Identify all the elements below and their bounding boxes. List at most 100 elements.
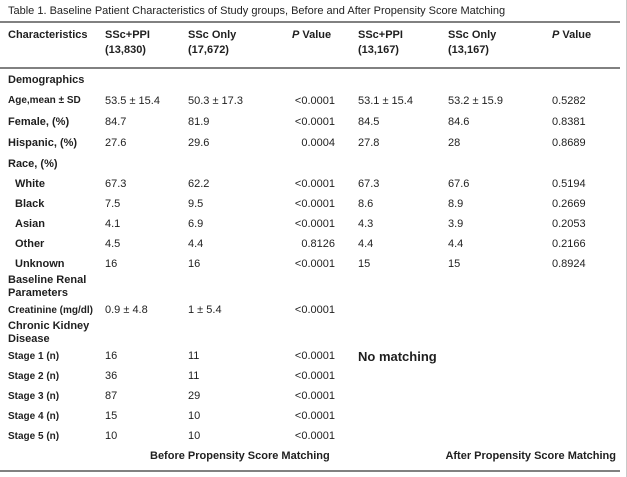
p-italic: P (292, 29, 300, 41)
column-header-ssc-only-after: SSc Only (13,167) (448, 28, 552, 58)
cell-value: 4.1 (105, 218, 121, 230)
column-header-line2: (13,167) (448, 44, 489, 56)
cell-value: 15 (105, 410, 118, 422)
cell-value: 87 (105, 390, 118, 402)
column-header-ssc-ppi-after: SSc+PPI (13,167) (358, 28, 448, 58)
cell-value: <0.0001 (294, 115, 335, 128)
cell-value: 4.4 (188, 238, 204, 250)
row-label: Stage 4 (n) (8, 410, 60, 422)
cell-value: 7.5 (105, 198, 121, 210)
table-row-black: Black 7.5 9.5 <0.0001 8.6 8.9 0.2669 (0, 194, 626, 214)
cell-value: <0.0001 (294, 390, 335, 402)
cell-value: 6.9 (188, 218, 204, 230)
cell-value: <0.0001 (294, 258, 335, 270)
table-row-stage3: Stage 3 (n) 87 29 <0.0001 (0, 386, 626, 406)
table-row-stage5: Stage 5 (n) 10 10 <0.0001 (0, 426, 626, 446)
column-header-line2: (13,167) (358, 44, 399, 56)
row-label: Female, (%) (8, 115, 70, 128)
footer-after-label: After Propensity Score Matching (445, 450, 616, 462)
p-italic: P (552, 29, 560, 41)
cell-value: 67.6 (448, 178, 470, 190)
cell-value: <0.0001 (294, 304, 335, 316)
row-label: Stage 3 (n) (8, 390, 60, 402)
row-label: White (15, 178, 45, 190)
row-label: Asian (15, 218, 45, 230)
section-row-demographics: Demographics (0, 69, 626, 90)
table-row-creatinine: Creatinine (mg/dl) 0.9 ± 4.8 1 ± 5.4 <0.… (0, 300, 626, 320)
row-label: Stage 5 (n) (8, 430, 60, 442)
table-row-age: Age,mean ± SD 53.5 ± 15.4 50.3 ± 17.3 <0… (0, 90, 626, 111)
table-row-unknown: Unknown 16 16 <0.0001 15 15 0.8924 (0, 254, 626, 274)
cell-value: 10 (188, 410, 201, 422)
p-label: Value (299, 29, 332, 41)
cell-value: <0.0001 (294, 218, 335, 230)
column-header-line1: SSc+PPI (358, 29, 403, 41)
cell-value: 62.2 (188, 178, 210, 190)
row-label: Unknown (15, 258, 65, 270)
cell-value: <0.0001 (294, 430, 335, 442)
table-row-hispanic: Hispanic, (%) 27.6 29.6 0.0004 27.8 28 0… (0, 132, 626, 153)
cell-value: <0.0001 (294, 198, 335, 210)
cell-value: 0.8924 (552, 258, 586, 270)
cell-value: No matching (358, 349, 448, 364)
table-row-asian: Asian 4.1 6.9 <0.0001 4.3 3.9 0.2053 (0, 214, 626, 234)
cell-value: 84.6 (448, 115, 470, 128)
cell-value: <0.0001 (294, 178, 335, 190)
cell-value: 8.6 (358, 198, 374, 210)
section-row-chronic-kidney: Chronic Kidney Disease (0, 320, 626, 346)
cell-value: 28 (448, 136, 461, 149)
table-row-white: White 67.3 62.2 <0.0001 67.3 67.6 0.5194 (0, 174, 626, 194)
cell-value: 84.7 (105, 115, 127, 128)
cell-value: 0.2669 (552, 198, 586, 210)
row-label: Stage 2 (n) (8, 370, 60, 382)
cell-value: 67.3 (358, 178, 380, 190)
cell-value: <0.0001 (294, 94, 335, 107)
cell-value: 50.3 ± 17.3 (188, 94, 243, 107)
cell-value: 8.9 (448, 198, 464, 210)
cell-value: 67.3 (105, 178, 127, 190)
column-header-line2: (17,672) (188, 44, 229, 56)
table-row-stage2: Stage 2 (n) 36 11 <0.0001 (0, 366, 626, 386)
cell-value: 15 (448, 258, 461, 270)
table-header-row: Characteristics SSc+PPI (13,830) SSc Onl… (0, 23, 626, 67)
table-row-female: Female, (%) 84.7 81.9 <0.0001 84.5 84.6 … (0, 111, 626, 132)
column-header-line1: SSc+PPI (105, 29, 150, 41)
column-header-pvalue-after: P Value (552, 28, 620, 43)
cell-value: 16 (105, 258, 118, 270)
cell-value: 0.5194 (552, 178, 586, 190)
cell-value: 4.3 (358, 218, 374, 230)
row-label: Age,mean ± SD (8, 95, 81, 106)
cell-value: 0.2053 (552, 218, 586, 230)
cell-value: 0.0004 (301, 136, 335, 149)
title-divider (0, 21, 620, 23)
cell-value: <0.0001 (294, 410, 335, 422)
row-label: Hispanic, (%) (8, 136, 78, 149)
cell-value: 29 (188, 390, 201, 402)
section-row-baseline-renal: Baseline Renal Parameters (0, 274, 626, 300)
p-label: Value (559, 29, 592, 41)
row-label: Other (15, 238, 45, 250)
footer-row: Before Propensity Score Matching After P… (0, 446, 626, 470)
column-header-line1: SSc Only (448, 29, 497, 41)
header-divider (0, 67, 620, 69)
cell-value: 53.5 ± 15.4 (105, 94, 160, 107)
column-header-line2: (13,830) (105, 44, 146, 56)
cell-value: <0.0001 (294, 370, 335, 382)
cell-value: 4.5 (105, 238, 121, 250)
cell-value: 81.9 (188, 115, 210, 128)
cell-value: 11 (188, 350, 200, 362)
table-row-other: Other 4.5 4.4 0.8126 4.4 4.4 0.2166 (0, 234, 626, 254)
table-row-stage1: Stage 1 (n) 16 11 <0.0001 No matching (0, 346, 626, 366)
cell-value: 27.8 (358, 136, 380, 149)
cell-value: 84.5 (358, 115, 380, 128)
cell-value: 0.8689 (552, 136, 586, 149)
cell-value: 15 (358, 258, 371, 270)
cell-value: 9.5 (188, 198, 204, 210)
cell-value: 0.8381 (552, 115, 586, 128)
cell-value: 0.8126 (301, 238, 335, 250)
cell-value: 0.9 ± 4.8 (105, 304, 148, 316)
cell-value: 53.1 ± 15.4 (358, 94, 413, 107)
table-title: Table 1. Baseline Patient Characteristic… (8, 5, 506, 17)
column-header-ssc-only-before: SSc Only (17,672) (188, 28, 292, 58)
